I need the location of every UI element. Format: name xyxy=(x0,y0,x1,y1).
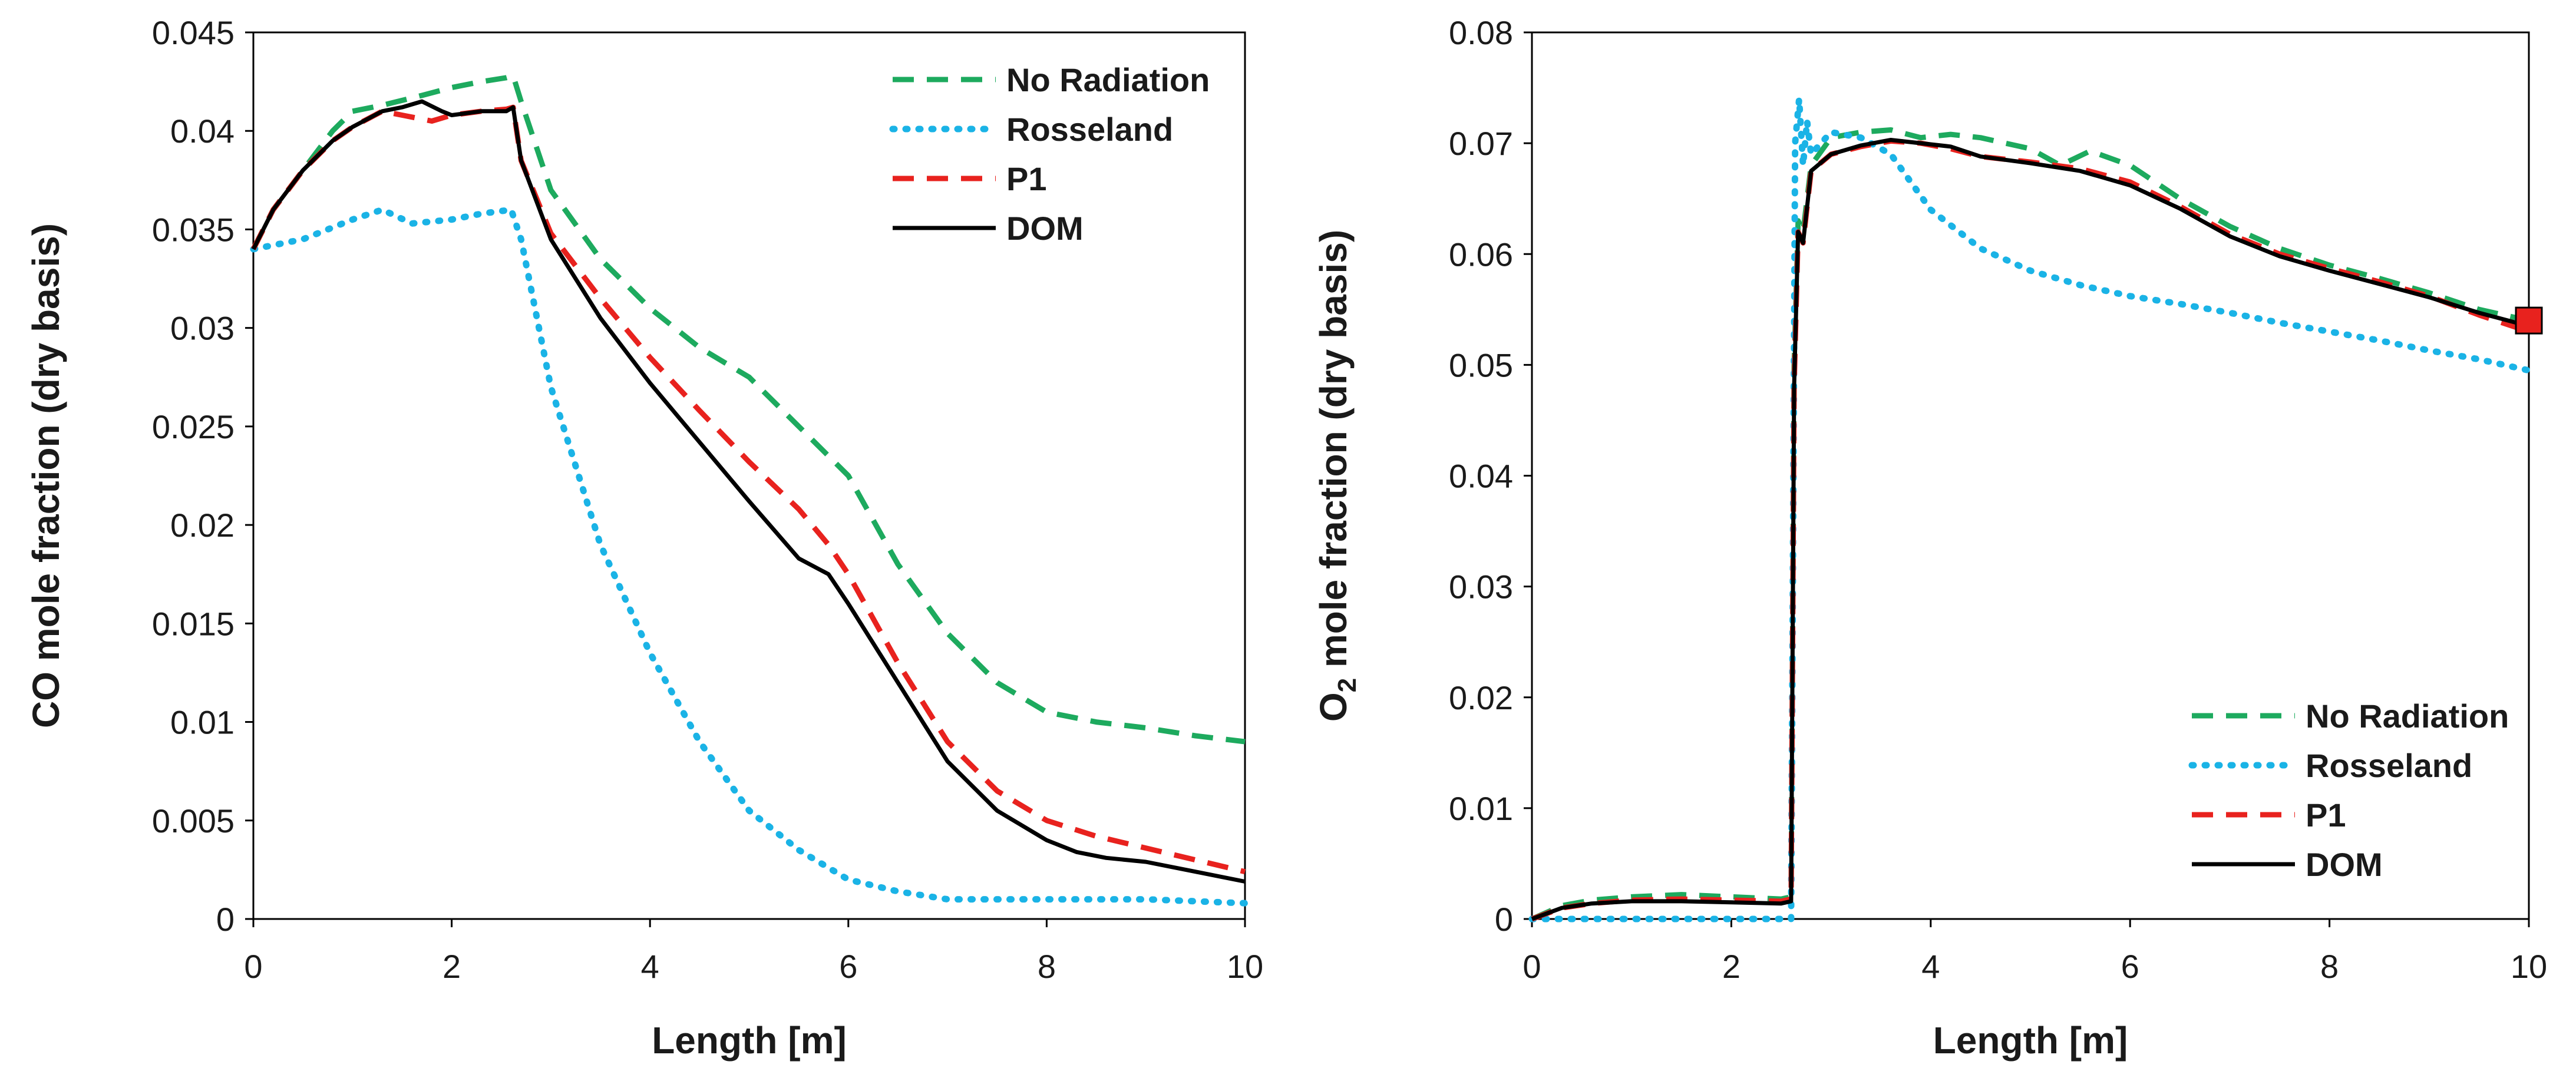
legend: No Radiation Rosseland P1 DOM xyxy=(889,61,1210,247)
legend-label: Rosseland xyxy=(2306,747,2472,784)
x-tick-label: 10 xyxy=(1227,948,1263,985)
series-line-rosseland xyxy=(250,206,1249,907)
y-tick-label: 0.015 xyxy=(152,605,235,642)
x-tick-label: 6 xyxy=(839,948,857,985)
series-line-no-radiation xyxy=(250,73,1246,745)
x-tick-label: 0 xyxy=(1523,948,1541,985)
series-line-p1 xyxy=(1531,138,2530,922)
x-tick-label: 2 xyxy=(1722,948,1741,985)
x-tick-label: 0 xyxy=(244,948,262,985)
x-tick-label: 8 xyxy=(1038,948,1056,985)
y-tick-label: 0.03 xyxy=(1449,568,1513,606)
y-tick-label: 0.01 xyxy=(1449,790,1513,827)
x-tick-label: 4 xyxy=(1921,948,1940,985)
y-tick-label: 0.03 xyxy=(170,310,235,347)
x-tick-label: 2 xyxy=(442,948,461,985)
y-tick-label: 0.035 xyxy=(152,211,235,248)
y-axis-title: O2 mole fraction (dry basis) xyxy=(1312,230,1362,722)
y-tick-label: 0.05 xyxy=(1449,346,1513,383)
x-tick-label: 6 xyxy=(2121,948,2139,985)
y-tick-label: 0.02 xyxy=(1449,679,1513,716)
y-axis-title: CO mole fraction (dry basis) xyxy=(25,223,67,728)
y-tick-label: 0.06 xyxy=(1449,236,1513,273)
series-line-no-radiation xyxy=(1531,127,2529,922)
y-tick-label: 0.045 xyxy=(152,14,235,51)
plot-area xyxy=(1531,31,2530,920)
legend-label: P1 xyxy=(2306,796,2346,834)
y-tick-label: 0 xyxy=(1495,901,1513,938)
legend-label: Rosseland xyxy=(1006,111,1173,148)
legend-label: No Radiation xyxy=(1006,61,1210,98)
y-tick-label: 0.04 xyxy=(170,113,235,150)
series-line-dom xyxy=(1531,138,2529,921)
plot-area xyxy=(252,31,1246,920)
y-tick-label: 0.07 xyxy=(1449,125,1513,162)
x-tick-label: 8 xyxy=(2320,948,2339,985)
co-chart: 0 0.005 0.01 0.015 0.02 0.025 0.03 0.035 0.04 0.0… xyxy=(25,14,1263,1062)
x-tick-label: 4 xyxy=(641,948,659,985)
x-axis-title: Length [m] xyxy=(1933,1019,2128,1062)
series-line-rosseland xyxy=(1528,95,2532,923)
series-line-dom xyxy=(251,99,1246,884)
y-tick-label: 0.025 xyxy=(152,408,235,445)
y-tick-label: 0.08 xyxy=(1449,14,1513,51)
legend-label: DOM xyxy=(2306,846,2383,883)
end-marker xyxy=(2515,306,2543,335)
y-tick-label: 0 xyxy=(216,901,235,938)
y-tick-label: 0.005 xyxy=(152,802,235,839)
legend-label: P1 xyxy=(1006,160,1047,197)
x-tick-label: 10 xyxy=(2511,948,2547,985)
y-tick-label: 0.04 xyxy=(1449,458,1513,495)
y-tick-label: 0.02 xyxy=(170,507,235,544)
o2-chart: 0 0.01 0.02 0.03 0.04 0.05 0.06 0.07 0.08 0 2 4 6 8 10… xyxy=(1312,14,2547,1062)
legend-label: DOM xyxy=(1006,210,1084,247)
y-tick-label: 0.01 xyxy=(170,704,235,741)
legend-label: No Radiation xyxy=(2306,697,2509,735)
legend: No Radiation Rosseland P1 DOM xyxy=(2188,697,2509,883)
x-axis-title: Length [m] xyxy=(652,1019,847,1062)
